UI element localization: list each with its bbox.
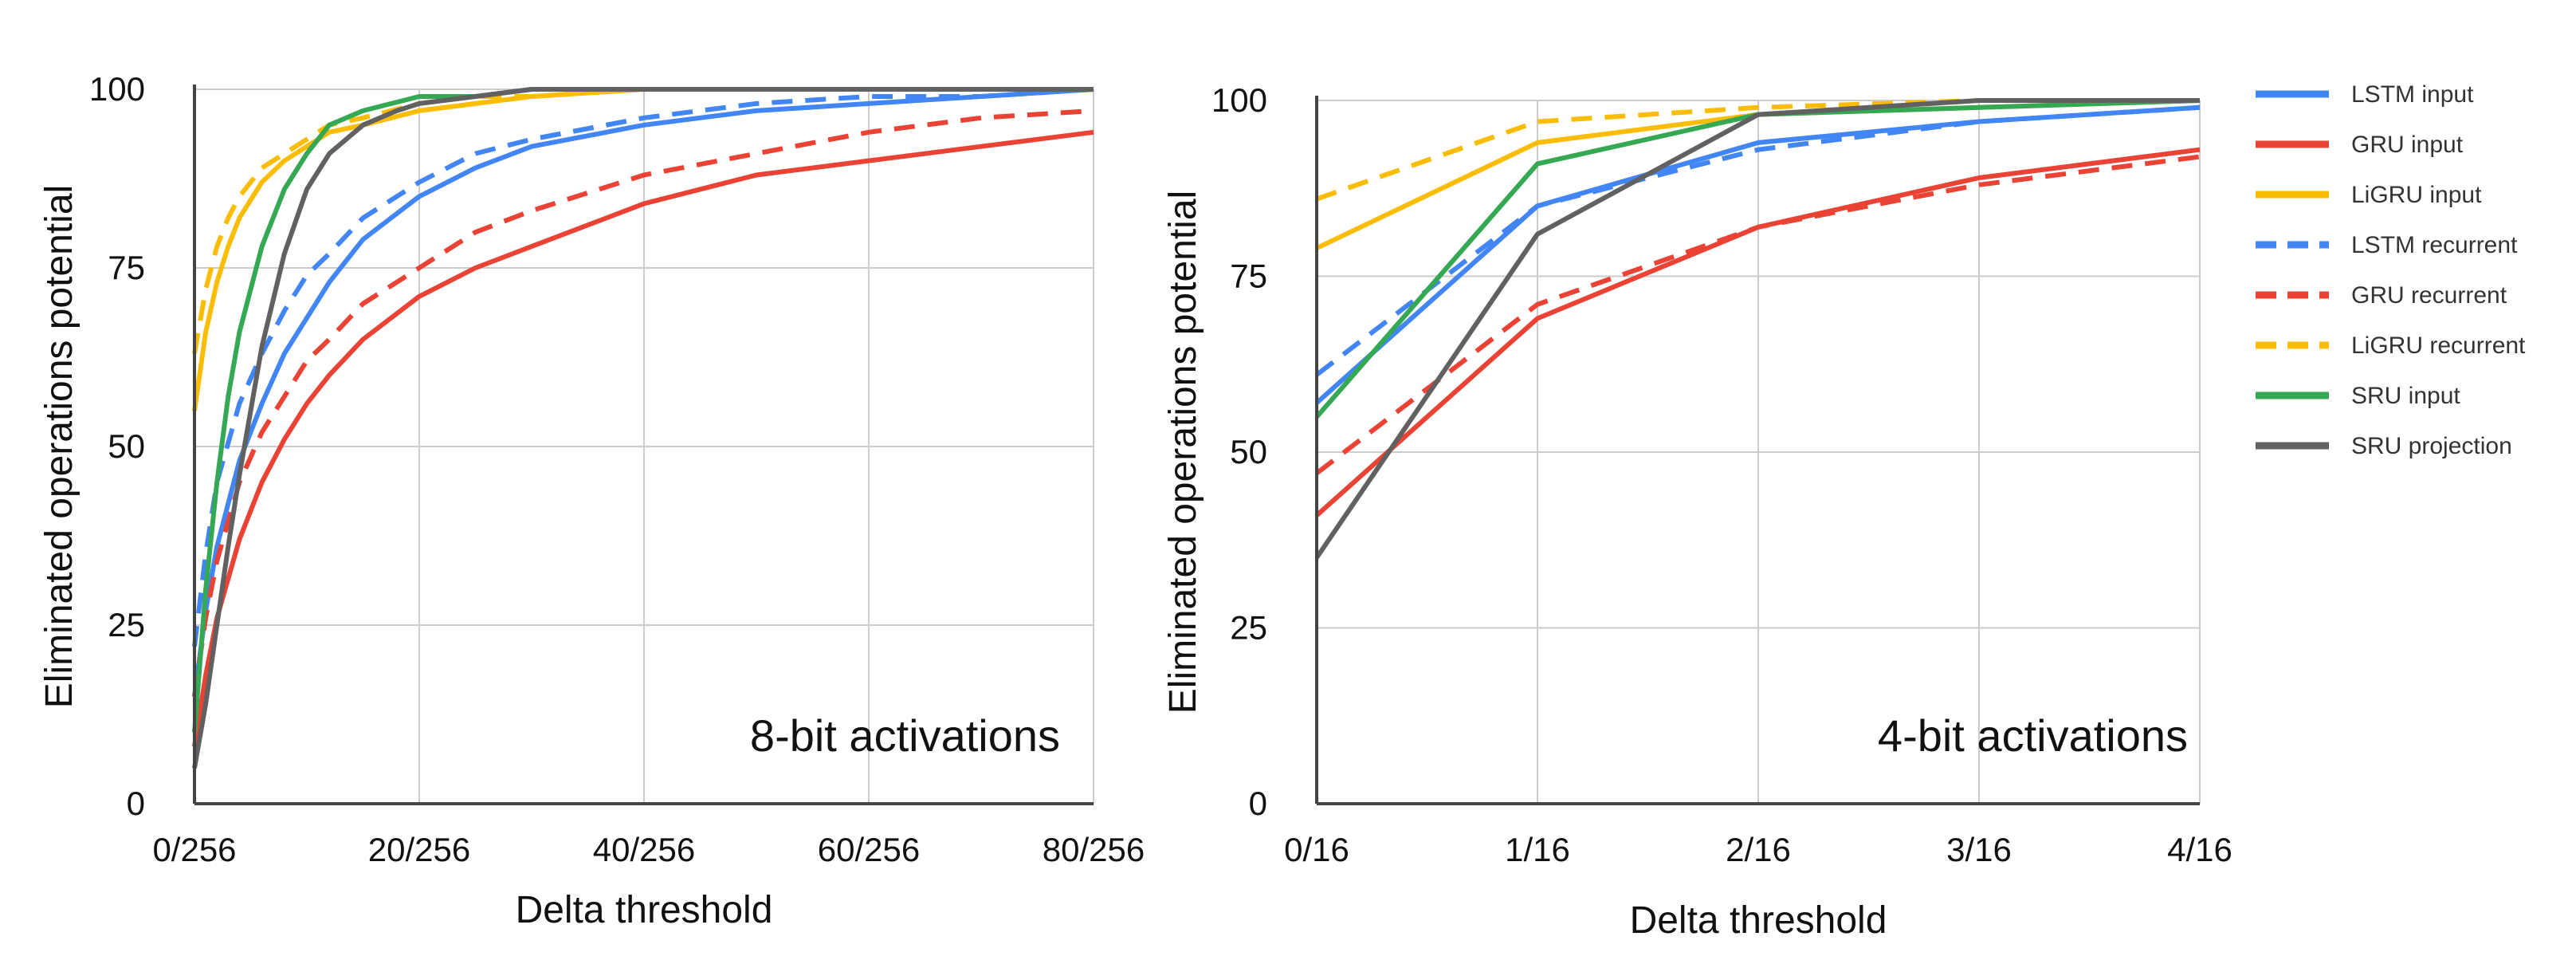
legend: LSTM input GRU input LiGRU input LSTM recur…: [2256, 81, 2526, 459]
x-tick-label: 60/256: [818, 831, 920, 868]
y-tick-label: 75: [1230, 258, 1267, 295]
y-tick-label: 0: [127, 785, 145, 822]
y-tick-label: 75: [108, 249, 145, 286]
legend-label: LiGRU recurrent: [2351, 332, 2526, 359]
chart-annotation: 8-bit activations: [750, 710, 1060, 761]
legend-label: GRU recurrent: [2351, 282, 2507, 309]
legend-label: LSTM recurrent: [2351, 232, 2518, 258]
y-tick-label: 100: [1211, 81, 1267, 119]
y-axis-label: Eliminated operations potential: [1162, 191, 1204, 714]
y-tick-label: 50: [1230, 433, 1267, 470]
x-tick-label: 4/16: [2167, 831, 2232, 868]
x-tick-label: 40/256: [593, 831, 695, 868]
x-axis-label: Delta threshold: [1630, 899, 1887, 942]
series-line-lstm-input: [1315, 104, 2201, 405]
chart-annotation: 4-bit activations: [1878, 710, 2188, 761]
series-line-lstm-recurrent: [1315, 104, 2201, 377]
chart-4bit: 0/16 1/16 2/16 3/16 4/16 0 25 50 75 100 4-bit act…: [1162, 81, 2232, 942]
x-tick-label: 80/256: [1043, 831, 1145, 868]
series-line-lstm-recurrent: [192, 87, 1094, 647]
legend-label: SRU input: [2351, 383, 2460, 409]
x-tick-label: 20/256: [368, 831, 470, 868]
legend-item-lstm-recurrent: LSTM recurrent: [2256, 232, 2518, 258]
series-line-sru-projection: [1314, 98, 2200, 559]
legend-item-lstm-input: LSTM input: [2256, 81, 2474, 108]
legend-item-ligru-input: LiGRU input: [2256, 182, 2482, 208]
series-line-sru-projection: [192, 87, 1094, 769]
y-tick-label: 0: [1249, 785, 1267, 822]
chart-8bit: 0/256 20/256 40/256 60/256 80/2560255075100 …: [38, 70, 1145, 931]
legend-item-gru-recurrent: GRU recurrent: [2256, 282, 2507, 309]
legend-label: LiGRU input: [2351, 182, 2482, 208]
legend-label: LSTM input: [2351, 81, 2474, 108]
y-axis-label: Eliminated operations potential: [38, 185, 80, 708]
x-tick-label: 3/16: [1946, 831, 2012, 868]
y-tick-label: 100: [89, 70, 145, 108]
x-tick-label: 0/16: [1284, 831, 1349, 868]
y-tick-label: 50: [108, 427, 145, 465]
legend-item-gru-input: GRU input: [2256, 132, 2464, 158]
legend-item-ligru-recurrent: LiGRU recurrent: [2256, 332, 2526, 359]
legend-item-sru-projection: SRU projection: [2256, 433, 2512, 459]
series-line-ligru-recurrent: [192, 87, 1094, 355]
x-tick-label: 1/16: [1505, 831, 1570, 868]
series-line-gru-recurrent: [1315, 154, 2201, 475]
y-tick-label: 25: [1230, 609, 1267, 647]
legend-label: GRU input: [2351, 132, 2464, 158]
legend-label: SRU projection: [2351, 433, 2512, 459]
x-tick-label: 0/256: [152, 831, 236, 868]
x-tick-label: 2/16: [1726, 831, 1791, 868]
series-line-lstm-input: [192, 87, 1094, 697]
series-line-gru-input: [192, 129, 1094, 747]
y-tick-label: 25: [108, 606, 145, 643]
series-line-gru-recurrent: [192, 108, 1094, 698]
legend-item-sru-input: SRU input: [2256, 383, 2460, 409]
x-axis-label: Delta threshold: [516, 889, 773, 931]
